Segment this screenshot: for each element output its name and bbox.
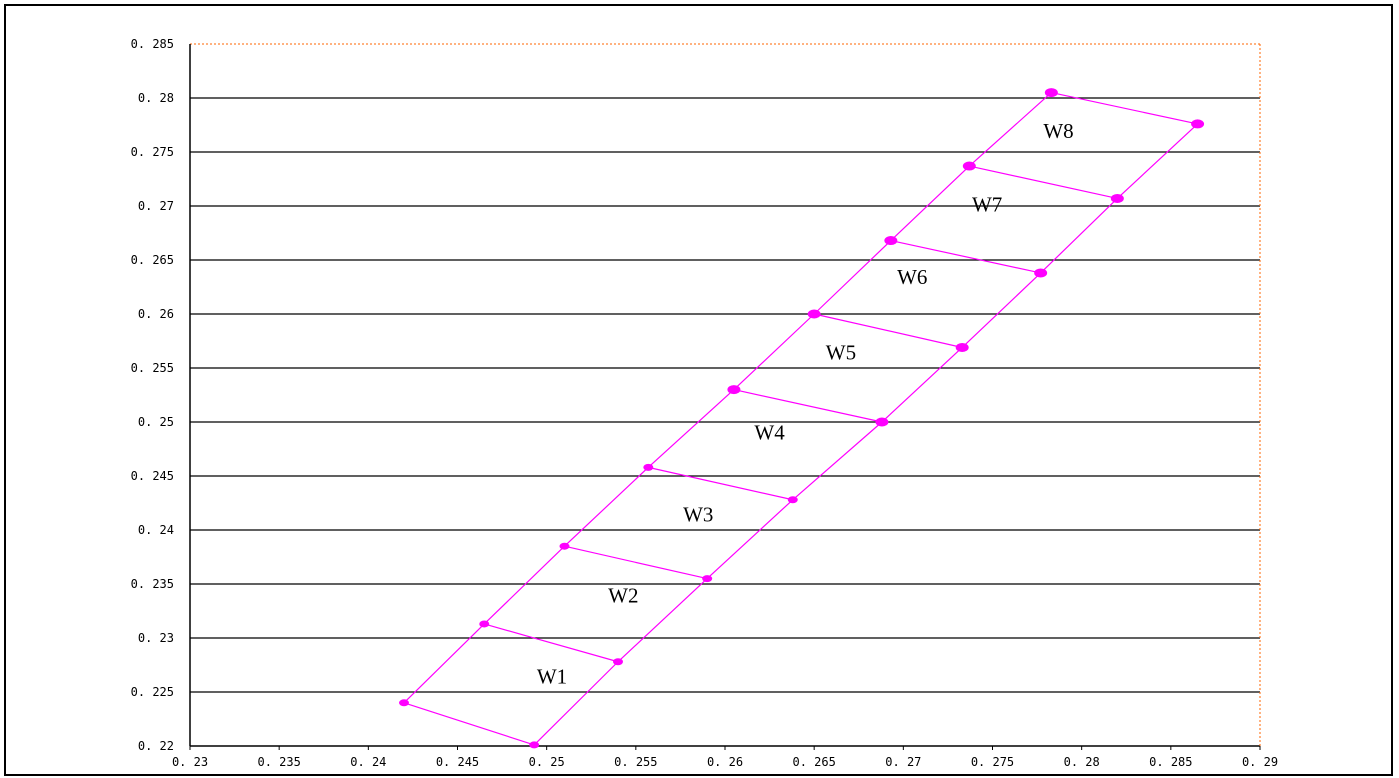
data-point (1110, 193, 1124, 203)
x-tick-label: 0. 28 (1064, 755, 1100, 769)
annotation-label: W1 (537, 664, 567, 688)
rung-line (648, 466, 793, 501)
y-tick-label: 0. 26 (138, 307, 174, 321)
x-tick-label: 0. 255 (614, 755, 657, 769)
annotation-label: W8 (1043, 119, 1073, 143)
data-point (399, 699, 409, 707)
annotation-label: W6 (897, 265, 927, 289)
rung-line (1051, 92, 1198, 125)
x-tick-label: 0. 26 (707, 755, 743, 769)
y-tick-label: 0. 265 (131, 253, 174, 267)
data-point (1034, 268, 1048, 278)
y-tick-label: 0. 275 (131, 145, 174, 159)
annotation-label: W3 (683, 502, 713, 526)
data-point (479, 620, 490, 628)
data-point (1044, 88, 1058, 98)
y-tick-label: 0. 28 (138, 91, 174, 105)
rung-line (564, 545, 708, 580)
x-tick-label: 0. 27 (885, 755, 921, 769)
annotation-label: W2 (608, 583, 638, 607)
rung-line (733, 389, 883, 423)
data-point (529, 741, 540, 749)
data-point (1191, 119, 1205, 129)
y-tick-label: 0. 225 (131, 685, 174, 699)
rung-line (403, 702, 535, 746)
x-tick-label: 0. 285 (1149, 755, 1192, 769)
annotation-label: W5 (826, 340, 856, 364)
y-tick-label: 0. 25 (138, 415, 174, 429)
x-tick-label: 0. 275 (971, 755, 1014, 769)
y-tick-label: 0. 22 (138, 739, 174, 753)
rung-line (890, 239, 1041, 274)
y-tick-label: 0. 245 (131, 469, 174, 483)
data-point (613, 658, 623, 666)
data-point (727, 385, 741, 395)
data-point (787, 496, 798, 504)
data-point (884, 236, 898, 246)
left-rail-line (403, 92, 1052, 704)
right-rail-line (533, 123, 1198, 746)
y-tick-label: 0. 235 (131, 577, 174, 591)
x-tick-label: 0. 29 (1242, 755, 1278, 769)
x-tick-label: 0. 265 (792, 755, 835, 769)
x-tick-label: 0. 245 (436, 755, 479, 769)
data-point (962, 161, 976, 171)
chart-frame: W1 W2 W3 W4 W5 W6 W7 W8 0. 22 0. 225 0. 23 0. 235 0… (4, 4, 1393, 776)
data-point (643, 463, 654, 471)
chart-canvas: W1 W2 W3 W4 W5 W6 W7 W8 0. 22 0. 225 0. 23 0. 235 0… (131, 37, 1278, 769)
data-point (807, 309, 821, 319)
y-tick-label: 0. 255 (131, 361, 174, 375)
y-tick-label: 0. 285 (131, 37, 174, 51)
data-point (875, 417, 889, 427)
x-tick-label: 0. 23 (172, 755, 208, 769)
data-point (702, 575, 713, 583)
x-tick-label: 0. 25 (529, 755, 565, 769)
x-tick-label: 0. 235 (257, 755, 300, 769)
y-tick-label: 0. 24 (138, 523, 174, 537)
annotation-label: W7 (972, 192, 1002, 216)
x-tick-label: 0. 24 (350, 755, 386, 769)
y-tick-label: 0. 27 (138, 199, 174, 213)
data-point (955, 342, 969, 352)
rung-line (969, 165, 1118, 200)
y-tick-label: 0. 23 (138, 631, 174, 645)
rung-line (814, 313, 963, 349)
data-point (559, 542, 570, 550)
rung-line (484, 623, 619, 663)
annotation-label: W4 (754, 420, 785, 444)
